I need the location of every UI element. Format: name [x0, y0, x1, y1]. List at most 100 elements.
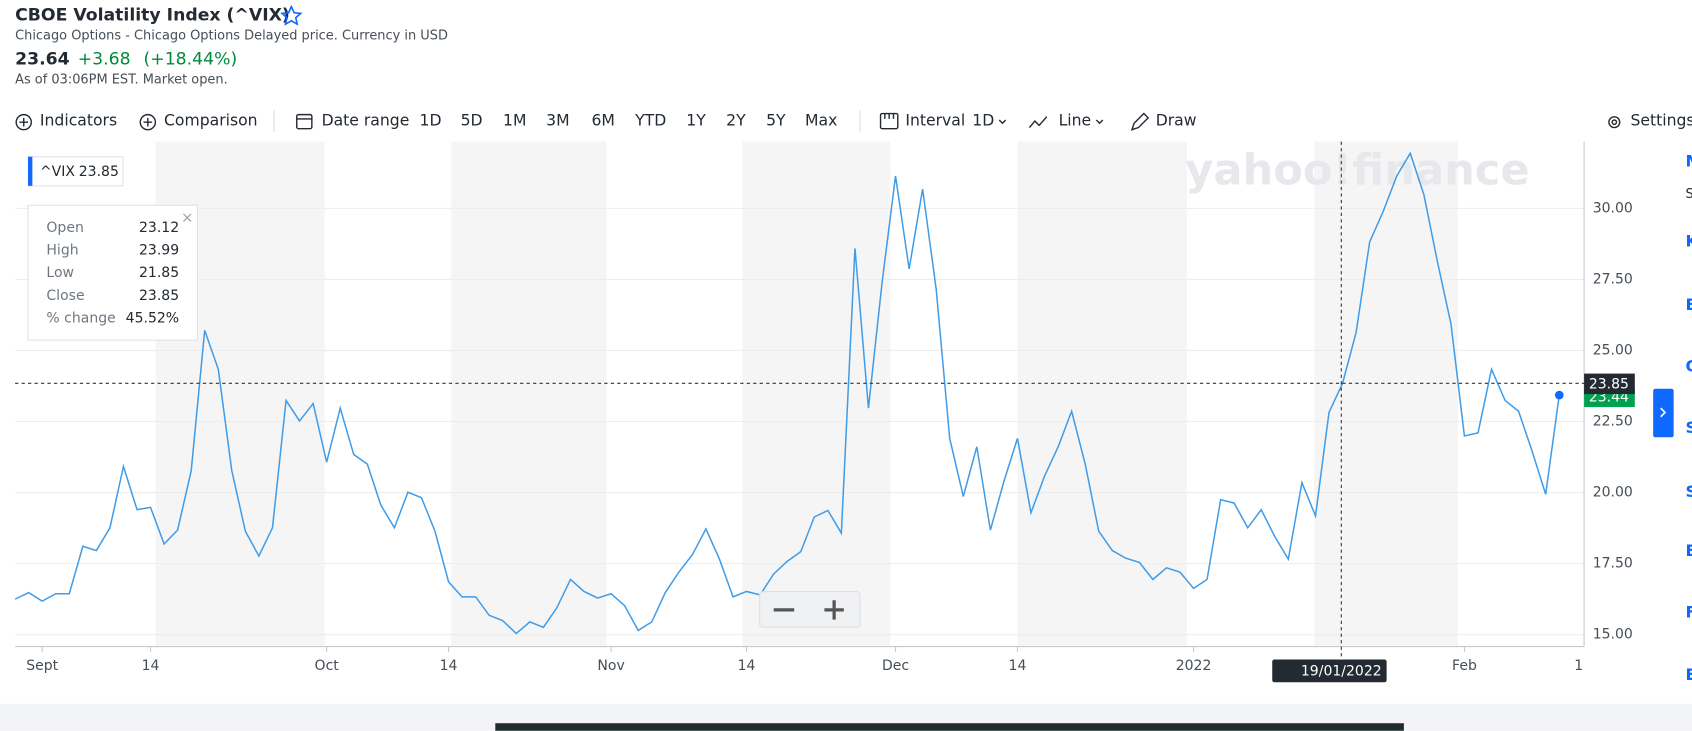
change: +3.68 [78, 50, 131, 70]
chevron [1660, 407, 1667, 418]
indicators-button[interactable]: Indicators [40, 111, 117, 130]
price-line [14, 151, 1561, 635]
x-tick-label: 14 [738, 658, 756, 674]
interval-button[interactable]: 1D [972, 111, 994, 130]
y-tick-label: 30.00 [1593, 200, 1633, 216]
sidebar-letter: S [1686, 418, 1692, 437]
tooltip-label: Open [46, 220, 83, 236]
x-tick-label: Feb [1452, 658, 1477, 674]
tooltip-value: 45.52% [126, 311, 179, 327]
range-button[interactable]: 1Y [686, 111, 706, 130]
legend-swatch [28, 156, 33, 186]
date-range-button[interactable]: Date range [322, 111, 410, 130]
watermark: yahoo!finance [1185, 145, 1529, 195]
tooltip-value: 23.99 [139, 243, 179, 259]
range-button[interactable]: Max [805, 111, 837, 130]
ad-banner [495, 723, 1404, 731]
x-tick-label: 14 [1009, 658, 1027, 674]
x-tick-label: 14 [142, 658, 160, 674]
range-button[interactable]: 5Y [766, 111, 786, 130]
tooltip-value: 21.85 [139, 265, 179, 281]
icon [1130, 112, 1150, 131]
period-bands [155, 141, 1458, 647]
x-tick-label: Sept [26, 658, 58, 674]
close-icon[interactable] [183, 213, 192, 222]
x-tick-label: Oct [315, 658, 340, 674]
subtitle: Chicago Options - Chicago Options Delaye… [15, 28, 448, 43]
sidebar-letter: S [1686, 187, 1692, 202]
toolbar: Indicators Comparison Date range Interva… [15, 110, 1692, 132]
sidebar-letter: O [1686, 357, 1692, 376]
x-tick-label: 14 [440, 658, 458, 674]
tooltip-label: Low [46, 265, 74, 281]
title: CBOE Volatility Index (^VIX) [15, 5, 290, 25]
interval-label: Interval [905, 111, 965, 130]
range-button[interactable]: 1D [420, 111, 442, 130]
crosshair-date: 19/01/2022 [1301, 663, 1382, 679]
line-button[interactable]: Line [1059, 111, 1092, 130]
crosshair-price-box [1584, 373, 1635, 395]
sidebar-letter: F [1686, 603, 1692, 622]
icon [1611, 119, 1618, 126]
band [742, 141, 891, 647]
y-tick-label: 27.50 [1593, 271, 1633, 287]
sidebar-letter: M [1686, 152, 1692, 171]
icon [1028, 116, 1048, 129]
range-button[interactable]: 1M [503, 111, 526, 130]
crosshair-date-box [1272, 659, 1387, 683]
change-pct: (+18.44%) [144, 50, 238, 70]
zoom-in[interactable] [824, 600, 844, 620]
legend-symbol: ^VIX [40, 164, 75, 180]
sidebar-letter: K [1686, 231, 1692, 250]
icon [15, 113, 32, 131]
last-point [1554, 390, 1564, 400]
x-tick-label: 1 [1574, 658, 1583, 674]
range-button[interactable]: 5D [461, 111, 483, 130]
sidebar-letter: E [1686, 295, 1692, 314]
y-tick-label: 15.00 [1593, 627, 1633, 643]
tooltip-value: 23.85 [139, 288, 179, 304]
x-tick-label: Nov [597, 658, 624, 674]
tooltip-box [27, 204, 199, 341]
icon [296, 113, 313, 130]
y-tick-label: 17.50 [1593, 556, 1633, 572]
range-button[interactable]: 6M [591, 111, 614, 130]
draw-button[interactable]: Draw [1156, 111, 1197, 130]
sidebar-letter: E [1686, 541, 1692, 560]
band [1017, 141, 1187, 647]
icon [1608, 116, 1621, 129]
chevron [1095, 119, 1104, 125]
icon [143, 117, 153, 127]
sidebar-letter: E [1686, 665, 1692, 684]
legend-box [27, 156, 124, 187]
tooltip-label: Close [46, 288, 84, 304]
range-button[interactable]: 3M [546, 111, 569, 130]
tooltip-value: 23.12 [139, 220, 179, 236]
range-button[interactable]: YTD [634, 111, 666, 130]
y-tick-label: 20.00 [1593, 485, 1633, 501]
y-tick-label: 25.00 [1593, 342, 1633, 358]
y-tick-label: 22.50 [1593, 414, 1633, 430]
favorite-star[interactable] [280, 4, 303, 26]
tooltip: Open 23.12 High 23.99 Low 21.85 Close 23.85 % ch… [27, 204, 199, 341]
band [1314, 141, 1458, 647]
sidebar-letter: S [1686, 482, 1692, 501]
tooltip-label: High [46, 243, 78, 259]
plot [14, 151, 1564, 635]
tooltip-label: % change [46, 311, 115, 327]
icon [19, 117, 29, 127]
x-tick-label: 2022 [1176, 658, 1212, 674]
as-of: As of 03:06PM EST. Market open. [15, 73, 228, 88]
sidebar: M S K E O S S E F E [1686, 152, 1692, 685]
icon [139, 113, 157, 131]
legend-value: 23.85 [79, 164, 119, 180]
price: 23.64 [15, 50, 70, 70]
crosshair-price: 23.85 [1589, 376, 1629, 392]
icon [884, 113, 895, 119]
range-button[interactable]: 2Y [726, 111, 746, 130]
settings-button[interactable]: Settings [1630, 111, 1692, 130]
comparison-button[interactable]: Comparison [164, 111, 258, 130]
x-tick-label: Dec [882, 658, 909, 674]
